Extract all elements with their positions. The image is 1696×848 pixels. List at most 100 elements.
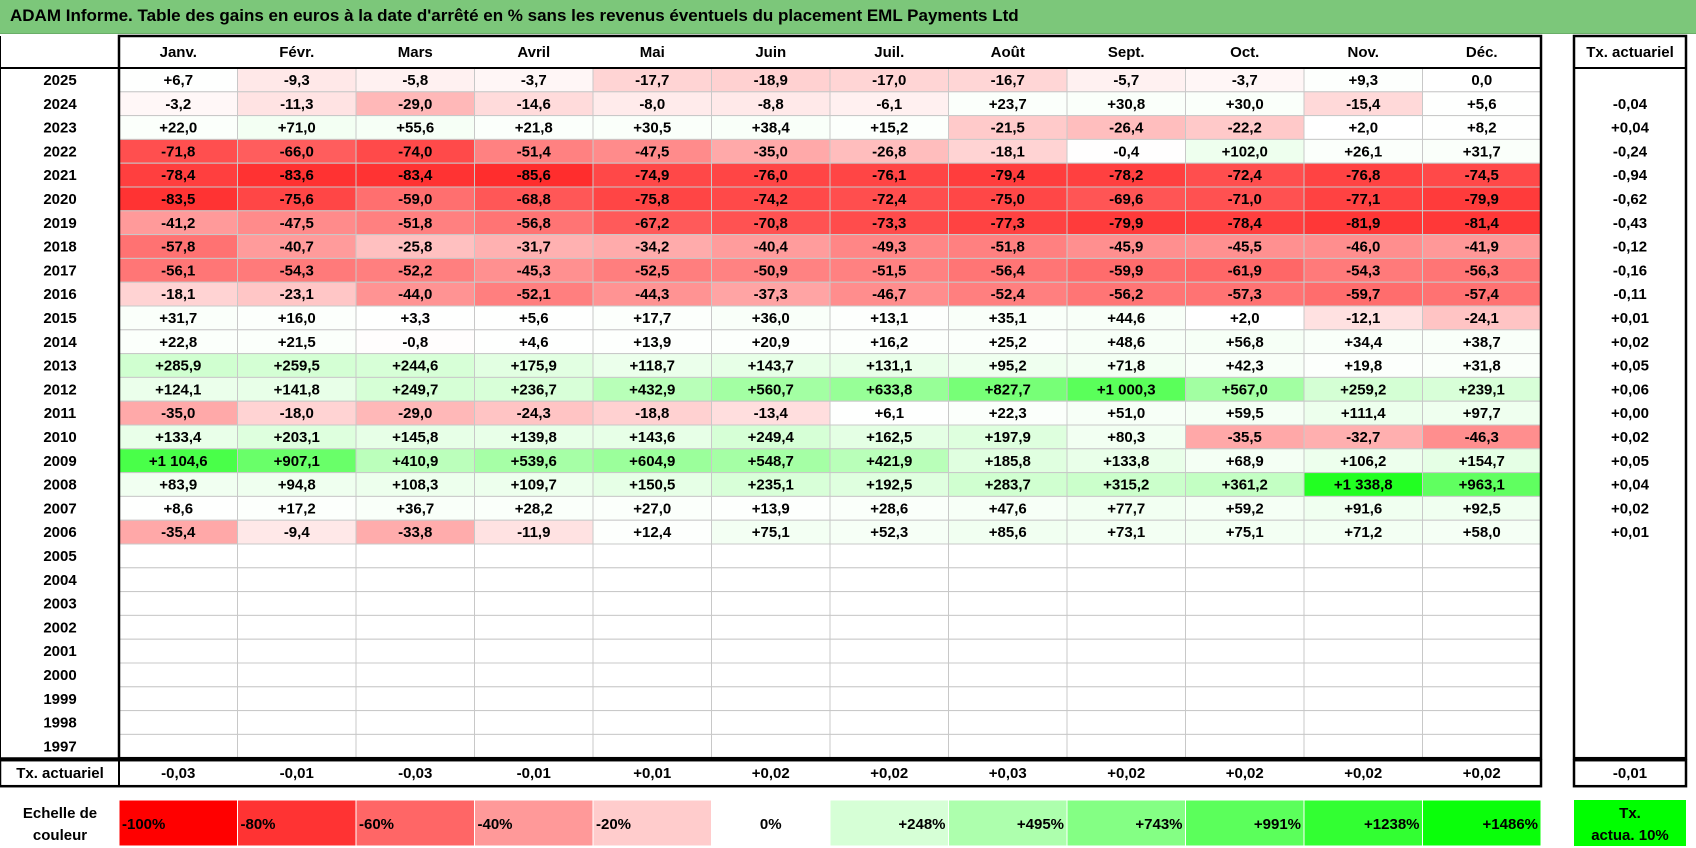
heatmap-cell bbox=[237, 662, 357, 688]
cell-value: -8,8 bbox=[758, 96, 784, 113]
cell-value: -24,1 bbox=[1465, 310, 1499, 327]
cell-value: +604,9 bbox=[629, 453, 675, 470]
cell-value: -56,2 bbox=[1109, 286, 1143, 303]
year-label: 2023 bbox=[43, 120, 76, 137]
cell-value: -8,0 bbox=[639, 96, 665, 113]
heatmap-cell bbox=[1185, 686, 1305, 712]
cell-value: -35,4 bbox=[161, 524, 196, 541]
heatmap-cell bbox=[355, 733, 475, 759]
heatmap-cell bbox=[829, 543, 949, 569]
cell-value: -70,8 bbox=[754, 215, 788, 232]
cell-value: -26,8 bbox=[872, 143, 906, 160]
heatmap-cell bbox=[1066, 591, 1186, 616]
cell-value: -32,7 bbox=[1346, 429, 1380, 446]
heatmap-cell bbox=[355, 638, 475, 664]
rate-cell bbox=[1574, 615, 1686, 640]
heatmap-cell bbox=[948, 638, 1068, 664]
heatmap-cell bbox=[1185, 710, 1305, 735]
cell-value: +59,2 bbox=[1226, 500, 1264, 517]
footer-rate-value: +0,01 bbox=[633, 765, 671, 782]
cell-value: +68,9 bbox=[1226, 453, 1264, 470]
scale-stop-label: +991% bbox=[1254, 816, 1301, 833]
year-label: 1997 bbox=[43, 738, 76, 755]
cell-value: +109,7 bbox=[511, 477, 557, 494]
heatmap-cell bbox=[829, 614, 949, 640]
footer-total-rate: -0,01 bbox=[1613, 765, 1647, 782]
cell-value: -0,4 bbox=[1113, 143, 1140, 160]
cell-value: -50,9 bbox=[754, 262, 788, 279]
heatmap-cell bbox=[237, 686, 357, 712]
cell-value: -14,6 bbox=[517, 96, 551, 113]
heatmap-cell bbox=[474, 638, 594, 664]
footer-rate-value: -0,03 bbox=[398, 765, 432, 782]
heatmap-cell bbox=[237, 710, 357, 735]
cell-value: +249,4 bbox=[748, 429, 795, 446]
rate-value: -0,24 bbox=[1613, 143, 1648, 160]
heatmap-cell bbox=[948, 543, 1068, 569]
cell-value: +106,2 bbox=[1340, 453, 1386, 470]
cell-value: +17,2 bbox=[278, 500, 316, 517]
cell-value: -26,4 bbox=[1109, 120, 1144, 137]
scale-swatch bbox=[237, 799, 357, 847]
cell-value: +432,9 bbox=[629, 381, 675, 398]
cell-value: +58,0 bbox=[1463, 524, 1501, 541]
cell-value: -35,5 bbox=[1228, 429, 1262, 446]
heatmap-cell bbox=[474, 710, 594, 735]
cell-value: -74,5 bbox=[1465, 167, 1499, 184]
cell-value: -78,4 bbox=[161, 167, 196, 184]
heatmap-cell bbox=[948, 710, 1068, 735]
heatmap-cell bbox=[592, 733, 712, 759]
cell-value: +283,7 bbox=[985, 477, 1031, 494]
cell-value: +131,1 bbox=[866, 358, 912, 375]
heatmap-cell bbox=[1303, 591, 1423, 616]
heatmap-cell bbox=[1422, 662, 1542, 688]
year-label: 2021 bbox=[43, 167, 76, 184]
cell-value: +47,6 bbox=[989, 500, 1027, 517]
cell-value: +48,6 bbox=[1107, 334, 1145, 351]
cell-value: -18,1 bbox=[991, 143, 1025, 160]
cell-value: -51,8 bbox=[398, 215, 432, 232]
cell-value: +36,7 bbox=[396, 500, 434, 517]
rate-value: +0,05 bbox=[1611, 358, 1649, 375]
cell-value: -52,1 bbox=[517, 286, 551, 303]
cell-value: +94,8 bbox=[278, 477, 316, 494]
rate-cell bbox=[1574, 234, 1686, 259]
rate-cell bbox=[1574, 544, 1686, 568]
cell-value: -59,0 bbox=[398, 191, 432, 208]
scale-stop-label: +743% bbox=[1135, 816, 1182, 833]
heatmap-cell bbox=[237, 567, 357, 593]
rate-cell bbox=[1574, 258, 1686, 283]
cell-value: +16,0 bbox=[278, 310, 316, 327]
cell-value: -79,9 bbox=[1465, 191, 1499, 208]
rate-cell bbox=[1574, 210, 1686, 235]
cell-value: +315,2 bbox=[1103, 477, 1149, 494]
heatmap-cell bbox=[1422, 567, 1542, 593]
scale-swatch bbox=[948, 799, 1068, 847]
heatmap-cell bbox=[592, 662, 712, 688]
scale-stop-label: -40% bbox=[478, 816, 513, 833]
cell-value: -5,8 bbox=[402, 72, 428, 89]
year-label: 2020 bbox=[43, 191, 76, 208]
cell-value: +539,6 bbox=[511, 453, 557, 470]
year-label: 2012 bbox=[43, 381, 76, 398]
cell-value: +175,9 bbox=[511, 358, 557, 375]
column-header-2: Mars bbox=[398, 44, 433, 61]
footer-rate-value: -0,01 bbox=[280, 765, 314, 782]
cell-value: -40,4 bbox=[754, 239, 789, 256]
cell-value: +154,7 bbox=[1459, 453, 1505, 470]
cell-value: -73,3 bbox=[872, 215, 906, 232]
cell-value: -3,7 bbox=[521, 72, 547, 89]
cell-value: +259,5 bbox=[274, 358, 320, 375]
cell-value: -81,9 bbox=[1346, 215, 1380, 232]
cell-value: +34,4 bbox=[1344, 334, 1383, 351]
cell-value: -18,1 bbox=[161, 286, 195, 303]
cell-value: +15,2 bbox=[870, 120, 908, 137]
cell-value: -3,2 bbox=[165, 96, 191, 113]
cell-value: -16,7 bbox=[991, 72, 1025, 89]
cell-value: -29,0 bbox=[398, 405, 432, 422]
heatmap-cell bbox=[1303, 614, 1423, 640]
heatmap-cell bbox=[355, 710, 475, 735]
rate-value: -0,62 bbox=[1613, 191, 1647, 208]
heatmap-cell bbox=[711, 733, 831, 759]
scale-rate-swatch bbox=[1574, 800, 1686, 846]
